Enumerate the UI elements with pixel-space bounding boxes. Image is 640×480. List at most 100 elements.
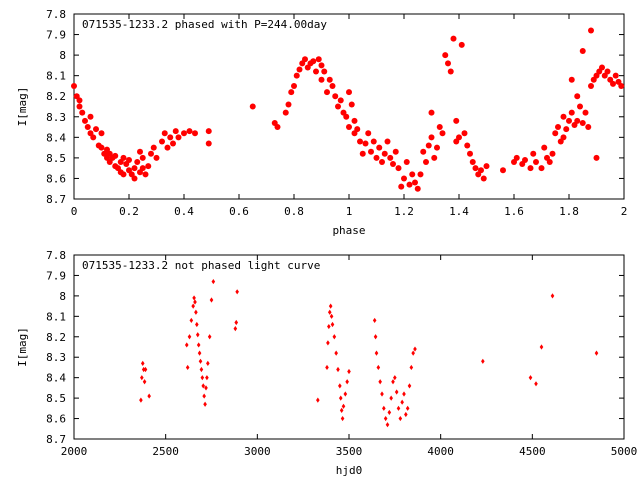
data-point [428, 134, 435, 141]
data-point [172, 128, 179, 135]
data-point [528, 375, 533, 381]
data-point [164, 144, 171, 151]
y-tick-label: 7.8 [46, 8, 66, 21]
data-point [359, 150, 366, 157]
data-point [195, 332, 200, 338]
data-point [334, 350, 338, 356]
data-point [150, 144, 157, 151]
data-point [357, 138, 363, 145]
data-point [384, 138, 391, 145]
data-point [593, 154, 600, 161]
data-point [198, 358, 203, 364]
x-tick-label: 1.4 [449, 205, 469, 218]
y-tick-label: 8.2 [46, 331, 66, 344]
data-point [318, 62, 325, 69]
data-point [193, 299, 197, 305]
data-point [329, 82, 336, 89]
data-point [76, 103, 83, 110]
x-tick-label: 0.8 [284, 205, 304, 218]
data-point [347, 368, 351, 375]
data-point [234, 319, 239, 326]
data-point [405, 405, 410, 411]
data-point [396, 405, 401, 411]
data-point [447, 68, 454, 75]
data-point [406, 181, 413, 188]
data-point [481, 358, 485, 364]
y-tick-label: 8.6 [46, 413, 66, 426]
data-point [354, 126, 361, 133]
data-point [205, 140, 212, 147]
data-point [588, 27, 594, 34]
data-point [348, 101, 355, 108]
data-point [313, 68, 319, 75]
data-point [365, 130, 372, 137]
y-tick-label: 8.4 [46, 131, 66, 144]
data-point [442, 52, 449, 59]
data-point [340, 415, 345, 422]
data-point [206, 360, 210, 366]
data-point [326, 340, 330, 346]
data-point [409, 364, 414, 371]
data-point [538, 165, 545, 172]
data-point [618, 82, 625, 89]
data-point [90, 134, 97, 141]
data-point [79, 109, 86, 116]
y-tick-label: 8.3 [46, 111, 66, 124]
data-point [585, 124, 592, 131]
data-point [141, 366, 146, 373]
data-point [175, 134, 182, 141]
data-point [285, 101, 292, 108]
data-point [533, 159, 539, 165]
data-point [458, 41, 465, 48]
data-point [341, 403, 346, 409]
data-point [201, 383, 206, 389]
data-point [191, 303, 195, 309]
data-point [291, 82, 297, 89]
data-point [249, 103, 256, 110]
y-axis-label: I[mag] [16, 87, 29, 127]
data-point [413, 346, 417, 352]
data-point [98, 130, 105, 137]
data-point [402, 391, 406, 397]
x-tick-label: 4000 [427, 445, 454, 458]
x-tick-label: 3500 [336, 445, 363, 458]
data-point [387, 409, 392, 416]
data-point [450, 35, 457, 42]
unphased-light-curve-chart: 2000 2500 3000 3500 4000 4500 5000 7.8 7.9 8 8.1 8.… [16, 249, 637, 477]
data-point [461, 130, 468, 137]
data-point [233, 326, 238, 332]
y-tick-label: 8.2 [46, 90, 66, 103]
data-point [336, 366, 340, 373]
data-point [568, 109, 575, 116]
chart-title: 071535-1233.2 phased with P=244.00day [82, 18, 327, 31]
y-tick-label: 8.5 [46, 392, 66, 405]
data-point [539, 344, 544, 350]
data-point [93, 126, 99, 133]
data-point [187, 334, 192, 340]
data-point [318, 76, 325, 83]
data-point [574, 117, 581, 124]
data-point [302, 56, 308, 63]
data-point [329, 313, 334, 319]
x-tick-label: 0.4 [174, 205, 194, 218]
y-tick-label: 8 [59, 49, 66, 62]
data-point [139, 165, 146, 172]
data-point [288, 89, 295, 96]
data-point [203, 401, 207, 407]
data-point [425, 142, 432, 149]
data-point [513, 154, 520, 161]
data-point [379, 159, 385, 165]
data-point [120, 171, 127, 178]
chart-title: 071535-1233.2 not phased light curve [82, 259, 320, 272]
data-point [550, 293, 555, 299]
x-tick-label: 1 [346, 205, 353, 218]
data-point [345, 379, 349, 385]
data-point [82, 117, 88, 124]
phased-light-curve-chart: 0 0.2 0.4 0.6 0.8 1 1.2 1.4 1.6 1.8 2 7.8 7.9 8 8.1 8.2… [16, 8, 627, 237]
data-point [87, 113, 94, 120]
data-point [76, 97, 83, 104]
y-tick-label: 8.1 [46, 310, 66, 323]
data-point [555, 124, 561, 131]
data-point [282, 109, 289, 116]
data-point [209, 297, 214, 303]
